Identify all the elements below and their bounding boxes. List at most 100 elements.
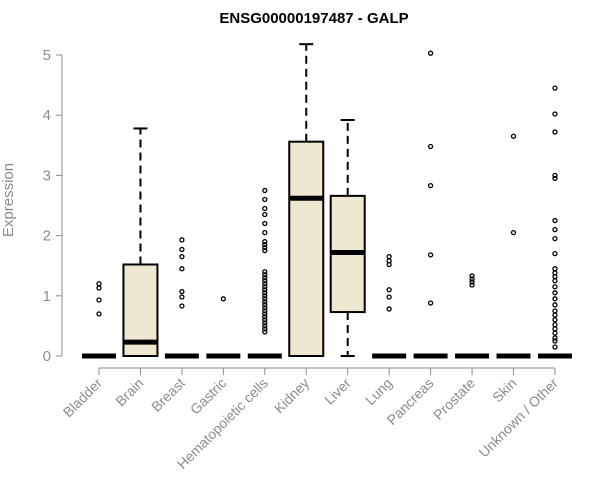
outlier-point [552,217,558,224]
outlier-point [179,288,185,295]
outlier-point [469,279,475,285]
outlier-point [262,296,268,302]
outlier-point [469,276,475,282]
outlier-point [427,50,434,56]
outlier-point [220,296,227,302]
outlier-point [262,269,268,275]
outlier-point [386,306,392,312]
outlier-point [262,329,268,335]
box-group [372,254,407,359]
outlier-point [96,311,102,317]
outlier-point [552,226,558,233]
outlier-point [427,300,434,306]
outlier-point [96,297,102,303]
box-group [164,237,199,359]
outlier-point [262,299,268,305]
outlier-point [262,229,268,236]
outlier-point [552,85,558,91]
outlier-point [552,284,558,290]
outlier-point [262,293,268,299]
outlier-point [262,326,268,332]
y-axis-label: Expression [0,163,17,237]
outlier-point [552,326,558,332]
outlier-point [262,320,268,326]
outlier-point [510,133,517,139]
outlier-point [262,211,268,218]
y-tick-label: 3 [43,167,51,184]
outlier-point [262,314,268,320]
box-group [288,43,325,357]
box-group [496,133,531,359]
outlier-point [552,330,558,336]
y-axis: 0 1 2 3 4 5 [43,47,63,365]
outlier-point [179,237,185,243]
outlier-point [427,252,434,258]
outlier-point [552,312,558,318]
outlier-point [262,196,268,203]
box-group [247,187,282,359]
outlier-point [552,338,558,344]
outlier-point [386,287,392,293]
y-tick-label: 5 [43,47,51,64]
outlier-point [179,254,185,260]
box-group [82,281,116,359]
outlier-point [262,284,268,290]
outlier-point [386,294,392,300]
outlier-point [262,281,268,287]
box-group [206,296,241,359]
outlier-point [510,229,517,236]
outlier-point [262,205,268,212]
outlier-point [552,344,558,350]
outlier-point [96,281,102,287]
x-tick-label: Bladder [60,375,106,421]
x-tick-label: Brain [112,375,146,409]
outlier-point [552,278,558,284]
y-tick-label: 4 [43,107,51,124]
y-tick-label: 2 [43,228,51,245]
box-group [122,127,159,357]
outlier-point [386,254,392,260]
x-tick-label: Kidney [271,375,313,417]
outlier-point [552,302,558,308]
outlier-point [552,111,558,117]
outlier-point [262,278,268,284]
outlier-point [469,273,475,279]
box-body [288,140,325,357]
outlier-point [179,266,185,272]
outlier-point [179,294,185,300]
x-tick-label: Skin [489,375,520,406]
outlier-point [262,220,268,227]
outlier-point [262,275,268,281]
outlier-point [386,258,392,264]
outlier-point [262,272,268,278]
outlier-point [552,308,558,314]
outlier-point [552,175,558,182]
box-group [537,85,572,359]
outlier-point [552,251,558,257]
outlier-point [179,246,185,253]
x-tick-label: Unknown / Other [475,375,561,461]
outlier-point [427,143,434,150]
outlier-point [262,308,268,314]
outlier-point [552,129,558,135]
outlier-point [179,303,185,309]
outlier-point [262,287,268,293]
outlier-point [552,270,558,276]
box-group [413,50,448,359]
outlier-point [262,187,268,194]
outlier-point [262,302,268,308]
outlier-point [552,266,558,272]
outlier-point [552,172,558,179]
outlier-point [552,296,558,302]
outlier-point [469,282,475,288]
outlier-point [552,290,558,296]
x-tick-label: Breast [148,375,188,415]
outlier-point [552,322,558,328]
outlier-point [262,317,268,323]
box-group [455,273,490,359]
x-tick-label: Liver [321,375,354,408]
x-tick-label: Prostate [430,375,478,423]
y-tick-label: 1 [43,288,51,305]
